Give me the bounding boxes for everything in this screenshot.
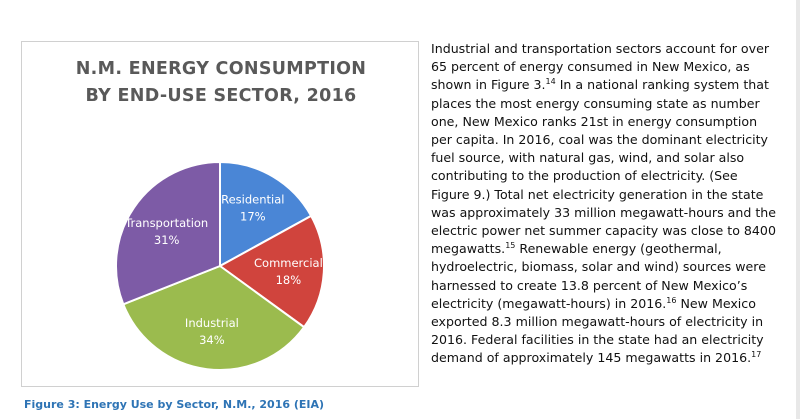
slice-value-residential: 17%	[240, 210, 266, 224]
footnote-ref-15: 15	[505, 241, 516, 251]
text-line: was approximately 33 million megawatt-ho…	[431, 204, 777, 220]
chart-title: N.M. ENERGY CONSUMPTION BY END-USE SECTO…	[22, 56, 420, 110]
pie-slice-transportation	[115, 160, 221, 306]
text-line: harnessed to create 13.8 percent of New …	[431, 277, 748, 293]
text-line: Figure 9.) Total net electricity generat…	[431, 186, 764, 202]
slice-label-residential: Residential	[221, 193, 284, 207]
slice-label-industrial: Industrial	[185, 316, 239, 330]
slice-value-commercial: 18%	[276, 273, 302, 287]
text-line: fuel source, with natural gas, wind, and…	[431, 150, 745, 166]
slice-value-industrial: 34%	[199, 333, 225, 347]
pie-chart: Residential 17% Commercial 18% Industrial 34%…	[115, 160, 325, 372]
chart-title-line-2: BY END-USE SECTOR, 2016	[85, 86, 357, 106]
text-line: 65 percent of energy consumed in New Mex…	[431, 59, 750, 75]
text-line: electricity (megawatt-hours) in 2016.16 …	[431, 295, 791, 313]
text-segment: Renewable energy (geothermal,	[515, 241, 722, 257]
text-line: contributing to the production of electr…	[431, 168, 738, 184]
footnote-ref-16: 16	[666, 295, 677, 305]
pie-slice-commercial	[218, 214, 325, 329]
text-line: places the most energy consuming state a…	[431, 95, 760, 111]
footnote-ref-14: 14	[545, 77, 556, 87]
page-edge-divider	[796, 0, 800, 419]
text-line: megawatts.15 Renewable energy (geotherma…	[431, 240, 791, 258]
body-paragraph: Industrial and transportation sectors ac…	[431, 40, 791, 368]
text-line: shown in Figure 3.14 In a national ranki…	[431, 76, 791, 94]
footnote-ref-17: 17	[751, 350, 762, 360]
text-line: per capita. In 2016, coal was the domina…	[431, 132, 769, 148]
slice-label-commercial: Commercial	[254, 256, 323, 270]
text-line: electric power net summer capacity was c…	[431, 223, 776, 239]
slice-value-transportation: 31%	[154, 233, 180, 247]
chart-title-line-1: N.M. ENERGY CONSUMPTION	[75, 59, 367, 79]
text-segment: In a national ranking system that	[555, 77, 769, 93]
pie-chart-panel: N.M. ENERGY CONSUMPTION BY END-USE SECTO…	[21, 41, 419, 387]
text-segment: New Mexico	[676, 295, 756, 311]
text-line: one, New Mexico ranks 21st in energy con…	[431, 113, 758, 129]
pie-slice-industrial	[122, 264, 306, 372]
pie-slice-residential	[219, 160, 313, 268]
text-line: Industrial and transportation sectors ac…	[431, 41, 769, 56]
text-segment: megawatts.	[431, 241, 506, 257]
slice-label-transportation: Transportation	[124, 216, 208, 230]
figure-caption: Figure 3: Energy Use by Sector, N.M., 20…	[24, 398, 325, 411]
text-segment: demand of approximately 145 megawatts in…	[431, 350, 752, 366]
text-segment: shown in Figure 3.	[431, 77, 546, 93]
text-segment: electricity (megawatt-hours) in 2016.	[431, 295, 667, 311]
text-line: 2016. Federal facilities in the state ha…	[431, 332, 764, 348]
text-line: demand of approximately 145 megawatts in…	[431, 349, 791, 367]
text-line: exported 8.3 million megawatt-hours of e…	[431, 314, 764, 330]
text-line: hydroelectric, biomass, solar and wind) …	[431, 259, 766, 275]
